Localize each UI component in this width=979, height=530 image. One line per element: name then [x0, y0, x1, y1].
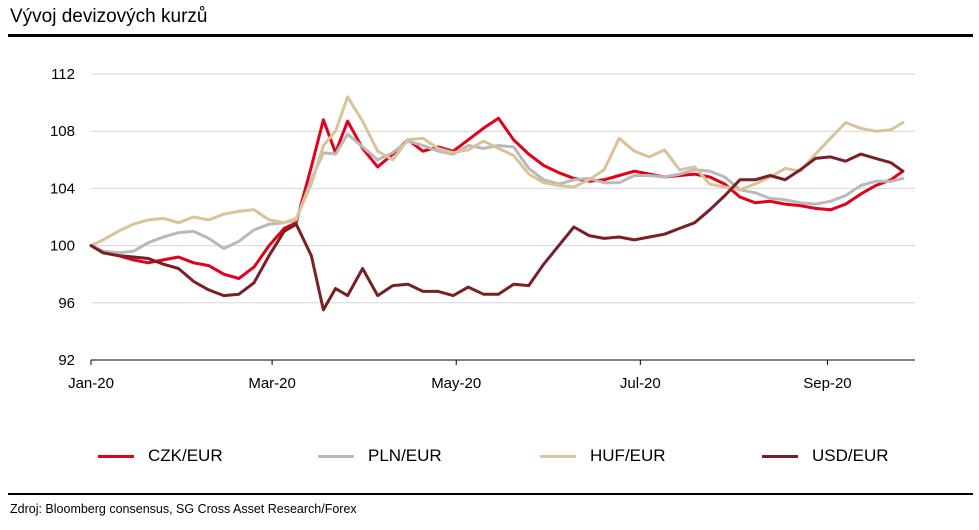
- legend-item-huf: HUF/EUR: [540, 445, 666, 467]
- line-chart: 92 96 100 104 108 112 Jan-20 Mar-20 May-20 Jul-2…: [50, 66, 915, 392]
- y-tick-label-108: 108: [50, 123, 75, 140]
- y-tick-label-92: 92: [58, 352, 75, 369]
- legend-item-czk: CZK/EUR: [98, 445, 223, 467]
- x-tick-label-Sep-20: Sep-20: [803, 375, 851, 392]
- legend-label-czk: CZK/EUR: [148, 446, 223, 465]
- legend-label-usd: USD/EUR: [812, 446, 889, 465]
- legend-label-huf: HUF/EUR: [590, 446, 666, 465]
- legend-swatch-pln: [318, 454, 354, 458]
- legend-swatch-usd: [762, 454, 798, 458]
- legend-swatch-czk: [98, 454, 134, 458]
- legend-label-pln: PLN/EUR: [368, 446, 442, 465]
- chart-title: Vývoj devizových kurzů: [10, 6, 208, 27]
- y-tick-label-96: 96: [58, 295, 75, 312]
- source-note: Zdroj: Bloomberg consensus, SG Cross Ass…: [10, 502, 357, 516]
- y-tick-label-100: 100: [50, 238, 75, 255]
- legend-swatch-huf: [540, 454, 576, 458]
- x-axis: Jan-20 Mar-20 May-20 Jul-20 Sep-20: [68, 359, 915, 392]
- x-tick-label-Jan-20: Jan-20: [68, 375, 114, 392]
- x-tick-label-May-20: May-20: [431, 375, 481, 392]
- y-tick-label-112: 112: [51, 66, 75, 83]
- series-line-usd-eur: [89, 152, 905, 312]
- x-tick-label-Mar-20: Mar-20: [248, 375, 296, 392]
- legend-item-pln: PLN/EUR: [318, 445, 442, 467]
- series-line-huf-eur: [89, 95, 905, 248]
- y-tick-label-104: 104: [50, 180, 75, 197]
- y-axis-ticks: 92 96 100 104 108 112: [50, 66, 75, 369]
- source-rule: [8, 493, 973, 495]
- x-tick-label-Jul-20: Jul-20: [620, 375, 661, 392]
- series-lines: [89, 95, 905, 312]
- legend-item-usd: USD/EUR: [762, 445, 889, 467]
- series-line-pln-eur: [89, 132, 905, 255]
- title-rule: [8, 34, 973, 37]
- series-line-czk-eur: [89, 116, 905, 280]
